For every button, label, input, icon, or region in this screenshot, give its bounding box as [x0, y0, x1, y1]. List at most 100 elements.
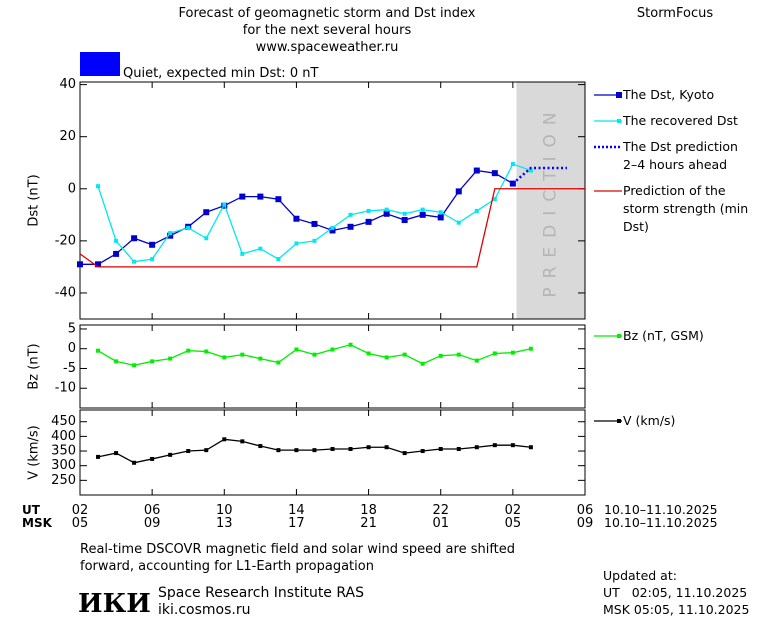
- data-point: [149, 241, 156, 248]
- y-axis-label: Dst (nT): [27, 174, 42, 226]
- data-point: [77, 261, 83, 268]
- data-point: [293, 215, 300, 222]
- y-tick-label: 450: [51, 414, 76, 429]
- legend-label: V (km/s): [623, 413, 676, 428]
- x-tick-label: 18: [360, 503, 377, 518]
- data-point: [366, 445, 371, 450]
- data-point: [347, 223, 354, 230]
- y-tick-label: 40: [59, 77, 76, 92]
- data-point: [438, 353, 443, 358]
- legend-marker: [617, 334, 621, 338]
- data-point: [384, 355, 389, 360]
- legend: Bz (nT, GSM): [593, 327, 758, 353]
- data-point: [401, 217, 408, 224]
- institute: Space Research Institute RAS: [158, 585, 364, 601]
- brand: StormFocus: [637, 6, 713, 21]
- title-line: for the next several hours: [243, 23, 412, 38]
- data-point: [456, 446, 461, 451]
- data-point: [330, 347, 335, 352]
- data-point: [456, 220, 461, 225]
- prediction-label: PREDICTION: [541, 103, 561, 297]
- data-point: [186, 348, 191, 353]
- x-tick-label: 14: [288, 503, 305, 518]
- data-point: [330, 446, 335, 451]
- data-point: [438, 446, 443, 451]
- data-point: [402, 211, 407, 216]
- data-point: [257, 193, 264, 200]
- x-tick-label: 09: [144, 516, 161, 531]
- data-point: [150, 456, 155, 461]
- data-point: [366, 351, 371, 356]
- data-point: [167, 232, 174, 239]
- data-point: [384, 445, 389, 450]
- legend-item: The Dst, Kyoto: [593, 86, 758, 104]
- data-point: [186, 225, 191, 230]
- y-tick-label: 20: [59, 129, 76, 144]
- data-point: [383, 210, 390, 217]
- legend-swatch: [594, 119, 622, 123]
- data-point: [258, 246, 263, 251]
- data-point: [474, 358, 479, 363]
- data-point: [222, 202, 227, 207]
- legend-label: The recovered Dst: [623, 113, 738, 128]
- data-point: [96, 454, 101, 459]
- x-tick-label: 06: [577, 503, 594, 518]
- x-tick-label: 02: [505, 503, 522, 518]
- series-line: [79, 188, 585, 268]
- data-point: [96, 184, 101, 189]
- series-line: [97, 163, 532, 263]
- data-point: [510, 443, 515, 448]
- y-tick-label: 0: [68, 341, 76, 356]
- data-point: [239, 193, 246, 200]
- data-point: [240, 352, 245, 357]
- legend-item: V (km/s): [593, 412, 758, 430]
- data-point: [438, 210, 443, 215]
- data-point: [312, 448, 317, 453]
- legend: V (km/s): [593, 412, 758, 438]
- data-point: [222, 437, 227, 442]
- legend-marker: [617, 119, 621, 123]
- x-tick-label: 10: [216, 503, 233, 518]
- data-point: [384, 207, 389, 212]
- date-range: 10.10–11.10.2025: [604, 502, 718, 517]
- data-point: [114, 451, 119, 456]
- y-tick-label: -20: [55, 233, 76, 248]
- data-point: [329, 227, 336, 234]
- site: iki.cosmos.ru: [158, 602, 250, 618]
- data-point: [312, 238, 317, 243]
- data-point: [294, 448, 299, 453]
- data-point: [510, 162, 515, 167]
- x-tick-label: 06: [144, 503, 161, 518]
- data-point: [473, 167, 480, 174]
- data-point: [455, 188, 462, 195]
- y-tick-label: 300: [51, 458, 76, 473]
- title-line: Forecast of geomagnetic storm and Dst in…: [178, 6, 475, 21]
- y-tick-label: 5: [68, 321, 76, 336]
- data-point: [294, 241, 299, 246]
- data-point: [204, 236, 209, 241]
- legend-item: The Dst prediction 2–4 hours ahead: [593, 138, 758, 174]
- updated-time: UT 02:05, 11.10.2025: [603, 585, 747, 600]
- data-point: [419, 211, 426, 218]
- data-point: [168, 356, 173, 361]
- data-point: [204, 349, 209, 354]
- status-text: Quiet, expected min Dst: 0 nT: [123, 66, 318, 81]
- time-row-label: UT: [22, 503, 41, 517]
- data-point: [114, 359, 119, 364]
- data-point: [420, 361, 425, 366]
- data-point: [203, 209, 210, 216]
- time-row-label: MSK: [22, 516, 53, 530]
- data-point: [456, 352, 461, 357]
- legend-label: The Dst prediction 2–4 hours ahead: [623, 139, 738, 172]
- data-point: [528, 168, 533, 173]
- data-point: [420, 207, 425, 212]
- y-tick-label: -10: [55, 381, 76, 396]
- data-point: [132, 363, 137, 368]
- y-tick-label: 350: [51, 444, 76, 459]
- x-tick-label: 05: [72, 516, 89, 531]
- legend-swatch: [594, 419, 622, 423]
- legend-label: Prediction of the storm strength (min Ds…: [623, 183, 749, 234]
- data-point: [96, 348, 101, 353]
- footer-note: forward, accounting for L1-Earth propaga…: [80, 559, 374, 574]
- data-point: [348, 342, 353, 347]
